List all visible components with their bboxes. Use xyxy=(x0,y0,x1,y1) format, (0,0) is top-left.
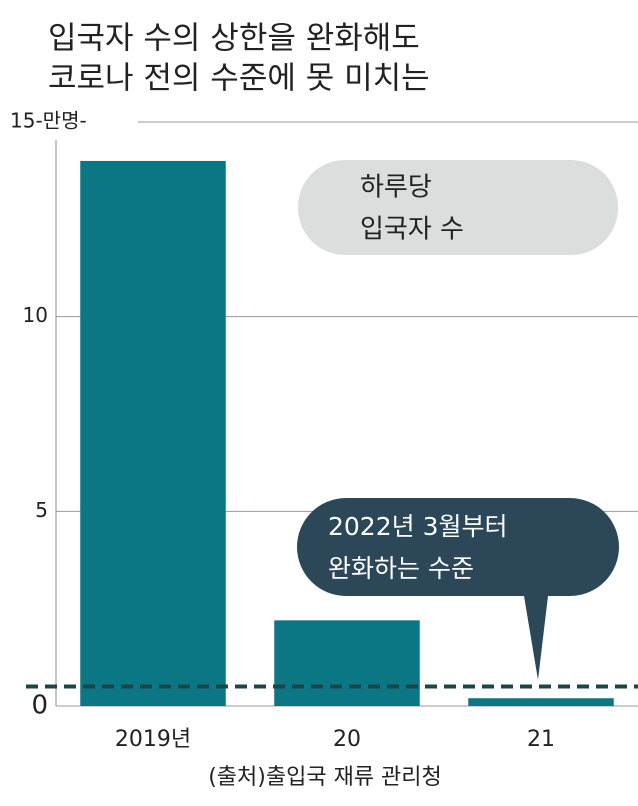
chart-title: 입국자 수의 상한을 완화해도 xyxy=(48,21,420,57)
legend-text: 하루당 xyxy=(360,173,432,203)
legend-bubble xyxy=(298,160,618,255)
x-tick-label: 20 xyxy=(333,727,361,752)
y-tick-label: 0 xyxy=(31,691,48,721)
x-tick-label: 21 xyxy=(527,727,555,752)
y-tick-label: 5 xyxy=(35,498,48,522)
x-tick-label: 2019년 xyxy=(115,727,191,752)
chart-title: 코로나 전의 수준에 못 미치는 xyxy=(48,61,430,97)
bar xyxy=(274,620,420,706)
source: (출처)출입국 재류 관리청 xyxy=(208,765,442,790)
callout-text: 완화하는 수준 xyxy=(328,554,474,583)
y-tick-label: 15-만명- xyxy=(10,109,87,133)
bar xyxy=(468,698,614,706)
callout-bubble xyxy=(297,498,619,680)
y-tick-label: 10 xyxy=(23,303,48,327)
callout-text: 2022년 3월부터 xyxy=(328,512,507,541)
legend-text: 입국자 수 xyxy=(360,215,464,245)
bar xyxy=(80,160,226,706)
